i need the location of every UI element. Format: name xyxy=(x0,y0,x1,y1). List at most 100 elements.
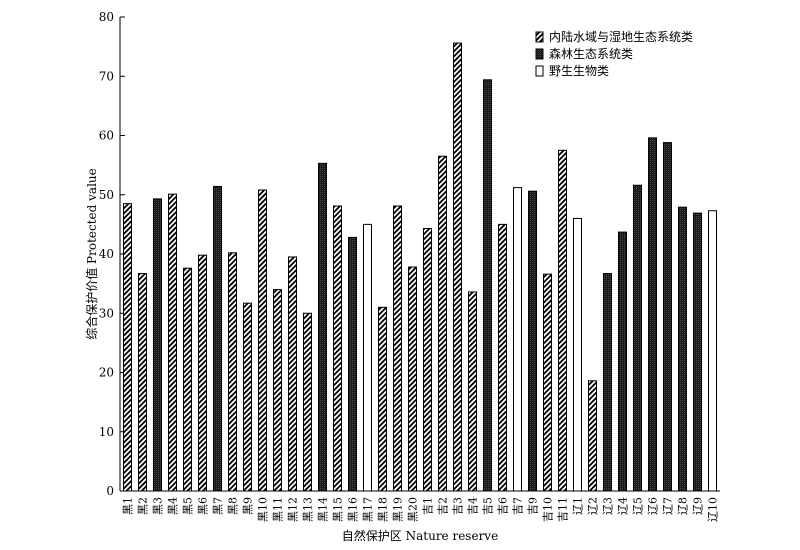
bar-13 xyxy=(303,312,312,492)
x-tick-label: 黑2 xyxy=(137,497,150,515)
bar-4 xyxy=(168,193,177,492)
x-tick-label: 吉10 xyxy=(542,497,555,522)
x-tick-label: 辽4 xyxy=(617,497,630,515)
legend-swatch-wildlife xyxy=(535,65,544,77)
x-tick-label: 吉7 xyxy=(512,497,525,515)
bar-31 xyxy=(573,217,582,492)
x-tick-label: 黑1 xyxy=(122,497,135,515)
bar-21 xyxy=(423,228,432,492)
legend-label-wildlife: 野生生物类 xyxy=(549,64,609,78)
bar-34 xyxy=(618,231,627,492)
x-tick-label: 黑10 xyxy=(257,497,270,522)
y-tick-label: 20 xyxy=(99,366,114,380)
x-tick-label: 吉5 xyxy=(482,497,495,515)
bar-33 xyxy=(603,273,612,492)
bar-38 xyxy=(678,206,687,492)
x-tick-label: 吉11 xyxy=(557,497,570,522)
bar-9 xyxy=(243,302,252,492)
y-axis-title: 综合保护价值 Protected value xyxy=(84,168,99,340)
x-tick-label: 辽9 xyxy=(692,497,705,515)
x-tick-label: 吉2 xyxy=(437,497,450,515)
legend-swatch-forest xyxy=(535,48,544,60)
x-tick-label: 黑5 xyxy=(182,497,195,515)
y-tick-label: 60 xyxy=(99,129,114,143)
y-tick-label: 80 xyxy=(99,10,114,24)
x-tick-label: 黑14 xyxy=(317,497,330,522)
bar-35 xyxy=(633,184,642,492)
x-tick-label: 辽5 xyxy=(632,497,645,515)
x-tick-label: 黑9 xyxy=(242,497,255,515)
x-axis-title: 自然保护区 Nature reserve xyxy=(342,528,498,543)
bar-20 xyxy=(408,266,417,492)
x-tick-label: 辽2 xyxy=(587,497,600,515)
bar-15 xyxy=(333,205,342,492)
bar-10 xyxy=(258,189,267,492)
bar-32 xyxy=(588,380,597,492)
x-tick-label: 黑13 xyxy=(302,497,315,522)
y-tick-label: 70 xyxy=(99,69,114,83)
bars xyxy=(123,42,717,492)
y-tick-label: 10 xyxy=(99,425,114,439)
x-tick-label: 黑7 xyxy=(212,497,225,515)
x-tick-label: 黑3 xyxy=(152,497,165,515)
x-tick-label: 黑19 xyxy=(392,497,405,522)
x-tick-label: 黑17 xyxy=(362,497,375,522)
bar-11 xyxy=(273,289,282,492)
bar-28 xyxy=(528,190,537,492)
bar-40 xyxy=(708,210,717,492)
y-tick-label: 0 xyxy=(106,484,114,498)
x-tick-label: 黑6 xyxy=(197,497,210,515)
x-tick-label: 辽7 xyxy=(662,497,675,515)
legend-label-wetland: 内陆水域与湿地生态系统类 xyxy=(549,29,693,44)
bar-24 xyxy=(468,291,477,492)
bar-19 xyxy=(393,205,402,492)
bar-30 xyxy=(558,149,567,492)
bar-6 xyxy=(198,254,207,492)
legend-swatch-wetland xyxy=(535,31,544,43)
bar-14 xyxy=(318,162,327,492)
bar-17 xyxy=(363,223,372,492)
bar-36 xyxy=(648,137,657,492)
y-axis: 0 10 20 30 40 50 60 70 80 xyxy=(99,10,125,498)
x-tick-label: 吉1 xyxy=(422,497,435,515)
bar-3 xyxy=(153,198,162,492)
x-tick-label: 黑11 xyxy=(272,497,285,522)
x-tick-label: 黑12 xyxy=(287,497,300,522)
x-tick-label: 黑20 xyxy=(407,497,420,522)
bar-5 xyxy=(183,267,192,492)
bar-22 xyxy=(438,155,447,492)
bar-7 xyxy=(213,185,222,492)
bar-12 xyxy=(288,256,297,492)
x-tick-label: 黑4 xyxy=(167,497,180,515)
x-tick-label: 黑18 xyxy=(377,497,390,522)
x-tick-label: 黑15 xyxy=(332,497,345,522)
x-axis: 黑1 黑2 黑3 黑4 黑5 黑6 黑7 黑8 黑9 黑10 黑11 黑12 黑13 黑14 黑15 黑16 黑… xyxy=(120,490,720,522)
bar-1 xyxy=(123,203,132,492)
x-tick-label: 辽8 xyxy=(677,497,690,515)
x-tick-label: 吉3 xyxy=(452,497,465,515)
bar-26 xyxy=(498,223,507,492)
bar-2 xyxy=(138,273,147,492)
bar-27 xyxy=(513,187,522,492)
bar-18 xyxy=(378,306,387,492)
bar-37 xyxy=(663,142,672,492)
bar-25 xyxy=(483,79,492,492)
x-tick-label: 辽1 xyxy=(572,497,585,515)
bar-29 xyxy=(543,273,552,492)
x-tick-label: 辽3 xyxy=(602,497,615,515)
x-tick-label: 黑8 xyxy=(227,497,240,515)
bar-8 xyxy=(228,252,237,492)
x-tick-label: 吉6 xyxy=(497,497,510,515)
bar-39 xyxy=(693,212,702,492)
y-tick-label: 50 xyxy=(99,188,114,202)
y-tick-label: 30 xyxy=(99,306,114,320)
bar-16 xyxy=(348,236,357,492)
x-tick-label: 辽6 xyxy=(647,497,660,515)
y-tick-label: 40 xyxy=(99,247,114,261)
x-tick-label: 吉4 xyxy=(467,497,480,515)
legend-label-forest: 森林生态系统类 xyxy=(549,46,633,61)
x-tick-label: 吉9 xyxy=(527,497,540,515)
bar-23 xyxy=(453,42,462,492)
